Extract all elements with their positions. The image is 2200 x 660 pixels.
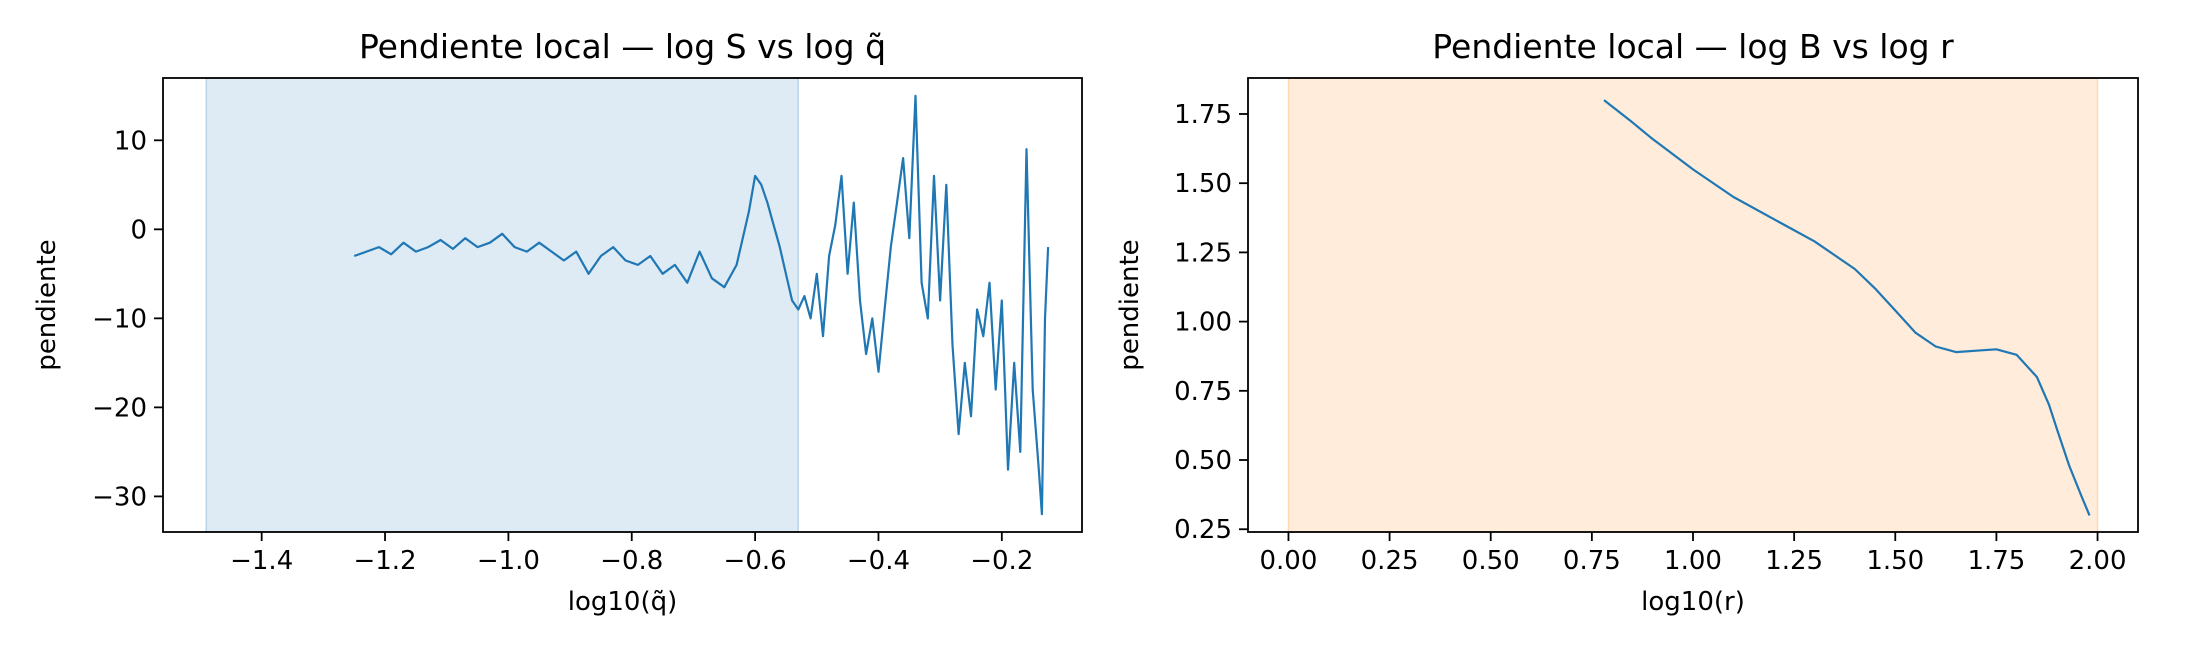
y-tick-label: −30 <box>92 482 147 512</box>
series-line-right <box>1603 99 2091 516</box>
y-tick-label: 0 <box>130 215 147 245</box>
y-tick-label: −10 <box>92 304 147 334</box>
x-axis-label-left: log10(q̃) <box>568 587 678 617</box>
x-tick-label: −0.8 <box>600 546 663 576</box>
x-tick-label: 1.00 <box>1664 546 1722 576</box>
x-tick-label: −0.4 <box>847 546 910 576</box>
x-tick-label: 2.00 <box>2069 546 2127 576</box>
y-axis-label-right: pendiente <box>1115 239 1145 370</box>
highlight-region-right <box>1287 77 2099 533</box>
chart-title-right: Pendiente local — log B vs log r <box>1432 27 1954 66</box>
x-tick-label: −0.6 <box>724 546 787 576</box>
axes-frame-right <box>1247 77 2139 533</box>
x-tick-label: −1.0 <box>477 546 540 576</box>
chart-right: 0.00 0.25 0.50 0.75 1.00 1.25 1.50 1.75 2.00 1.75… <box>1115 27 2139 617</box>
x-axis-label-right: log10(r) <box>1641 587 1745 617</box>
y-tick-label: −20 <box>92 393 147 423</box>
x-tick-label: −0.2 <box>970 546 1033 576</box>
chart-left: −1.4 −1.2 −1.0 −0.8 −0.6 −0.4 −0.2 10 0 −10 −20 −30… <box>32 27 1083 617</box>
axes-frame-left <box>162 77 1083 533</box>
x-tick-label: −1.2 <box>353 546 416 576</box>
y-tick-label: 0.25 <box>1174 515 1232 545</box>
x-tick-label: 0.00 <box>1260 546 1318 576</box>
y-tick-label: 1.50 <box>1174 169 1232 199</box>
y-axis-label-left: pendiente <box>32 239 62 370</box>
highlight-region-left <box>205 77 800 533</box>
x-tick-label: −1.4 <box>230 546 293 576</box>
y-tick-label: 10 <box>114 126 147 156</box>
x-tick-label: 0.75 <box>1563 546 1621 576</box>
series-line-left <box>353 94 1050 516</box>
x-tick-label: 0.50 <box>1462 546 1520 576</box>
x-tick-label: 1.25 <box>1765 546 1823 576</box>
y-tick-label: 1.75 <box>1174 100 1232 130</box>
y-tick-label: 1.00 <box>1174 308 1232 338</box>
y-tick-label: 1.25 <box>1174 238 1232 268</box>
chart-title-left: Pendiente local — log S vs log q̃ <box>359 27 886 66</box>
x-tick-label: 0.25 <box>1361 546 1419 576</box>
x-tick-label: 1.75 <box>1967 546 2025 576</box>
y-tick-label: 0.75 <box>1174 377 1232 407</box>
x-tick-label: 1.50 <box>1866 546 1924 576</box>
y-tick-label: 0.50 <box>1174 446 1232 476</box>
